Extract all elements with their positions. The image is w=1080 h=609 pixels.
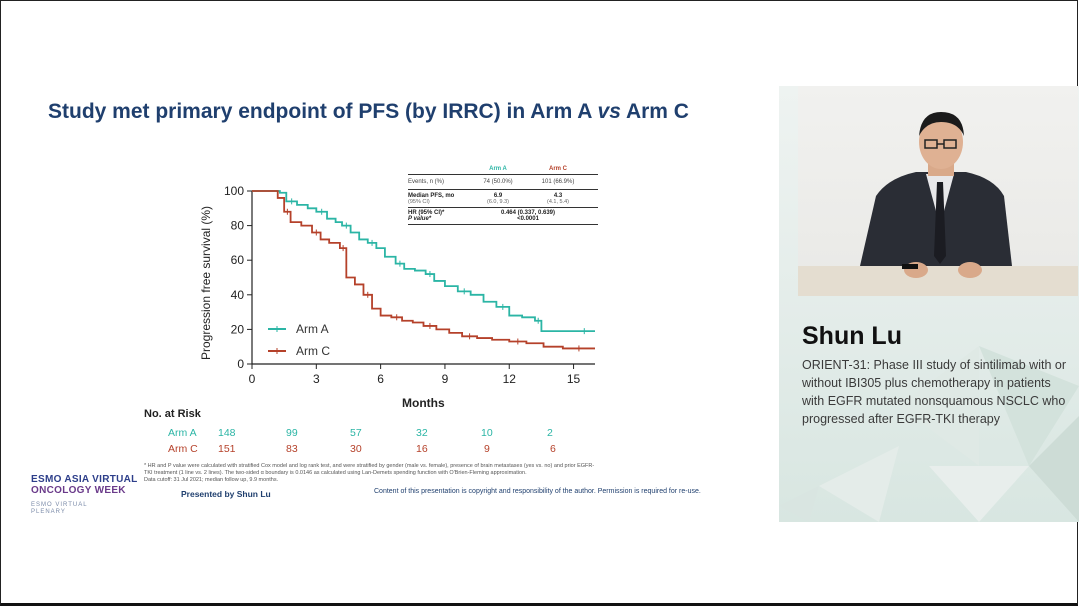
x-tick-label: 12 xyxy=(503,372,517,386)
esmo-plenary-label: ESMO VIRTUAL PLENARY xyxy=(31,502,88,515)
y-tick-label: 40 xyxy=(231,288,245,302)
risk-value: 6 xyxy=(550,443,556,455)
risk-value: 99 xyxy=(286,427,298,439)
speaker-name: Shun Lu xyxy=(802,322,902,350)
results-table: Arm A Arm C Events, n (%) 74 (50.0%) 101… xyxy=(408,164,598,225)
x-tick-label: 3 xyxy=(313,372,320,386)
risk-label-arm-a: Arm A xyxy=(168,427,197,439)
table-row: Median PFS, mo 6.9 4.3 xyxy=(408,189,598,199)
presented-by: Presented by Shun Lu xyxy=(181,489,271,499)
y-tick-label: 20 xyxy=(231,322,245,336)
copyright-notice: Content of this presentation is copyrigh… xyxy=(374,488,701,495)
risk-value: 9 xyxy=(484,443,490,455)
esmo-logo: ESMO ASIA VIRTUAL ONCOLOGY WEEK xyxy=(31,474,138,496)
header-arm-c: Arm C xyxy=(548,166,567,172)
speaker-video-figure xyxy=(798,112,1078,296)
risk-value: 83 xyxy=(286,443,298,455)
risk-value: 2 xyxy=(547,427,553,439)
results-table-header: Arm A Arm C xyxy=(408,164,598,174)
table-row: Events, n (%) 74 (50.0%) 101 (66.9%) xyxy=(408,174,598,189)
risk-value: 57 xyxy=(350,427,362,439)
risk-value: 16 xyxy=(416,443,428,455)
header-arm-a: Arm A xyxy=(489,166,507,172)
y-tick-label: 100 xyxy=(224,184,244,198)
x-tick-label: 9 xyxy=(442,372,449,386)
risk-value: 151 xyxy=(218,443,236,455)
table-row: (95% CI) (6.0, 9.3) (4.1, 5.4) xyxy=(408,199,569,205)
risk-value: 148 xyxy=(218,427,236,439)
legend-label: Arm A xyxy=(296,322,329,336)
footnote: * HR and P value were calculated with st… xyxy=(144,463,595,483)
risk-table-title: No. at Risk xyxy=(144,408,201,420)
risk-label-arm-c: Arm C xyxy=(168,443,198,455)
y-tick-label: 80 xyxy=(231,219,245,233)
risk-value: 10 xyxy=(481,427,493,439)
y-tick-label: 0 xyxy=(237,357,244,371)
speaker-video xyxy=(798,86,1078,296)
risk-value: 30 xyxy=(350,443,362,455)
slide-title: Study met primary endpoint of PFS (by IR… xyxy=(48,100,689,123)
y-axis-label: Progression free survival (%) xyxy=(199,206,213,360)
legend-label: Arm C xyxy=(296,344,330,358)
speaker-description: ORIENT-31: Phase III study of sintilimab… xyxy=(802,358,1066,426)
km-chart: Progression free survival (%) Months 0 20… xyxy=(199,184,595,410)
y-tick-label: 60 xyxy=(231,253,245,267)
table-row: HR (95% CI)* 0.464 (0.337, 0.639) xyxy=(408,207,598,216)
table-row: P value* <0.0001 xyxy=(408,216,598,225)
x-tick-label: 15 xyxy=(567,372,581,386)
risk-value: 32 xyxy=(416,427,428,439)
x-tick-label: 6 xyxy=(377,372,384,386)
series-line-arm-c xyxy=(252,190,595,350)
x-tick-label: 0 xyxy=(249,372,256,386)
x-axis-label: Months xyxy=(402,396,445,410)
panel-background-pattern xyxy=(779,346,1079,522)
